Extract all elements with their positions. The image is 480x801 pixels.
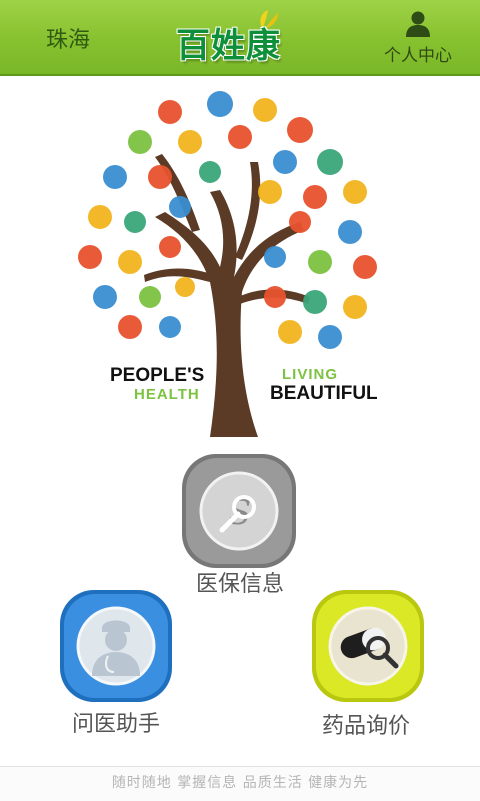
profile-button[interactable]: 个人中心: [378, 10, 458, 66]
doctor-assistant-label: 问医助手: [71, 712, 160, 737]
footer-tagline: 随时随地 掌握信息 品质生活 健康为先: [0, 766, 480, 801]
logo-text: 百姓康: [176, 26, 281, 66]
drug-price-label: 药品询价: [321, 714, 410, 739]
medical-insurance-label: 医保信息: [195, 572, 284, 597]
banner-tree-image: PEOPLE'S HEALTH LIVING BEAUTIFUL: [60, 82, 400, 442]
user-icon: [406, 11, 430, 37]
profile-label: 个人中心: [384, 46, 452, 66]
doctor-assistant-button[interactable]: [58, 588, 174, 704]
hand-prints: [78, 91, 377, 349]
app-header: 珠海 百姓康 个人中心: [0, 0, 480, 76]
city-selector[interactable]: 珠海: [46, 28, 91, 53]
drug-price-button[interactable]: [310, 588, 426, 704]
medical-insurance-search-icon: S: [182, 454, 296, 568]
slogan-health: HEALTH: [134, 386, 200, 403]
slogan-living: LIVING: [282, 366, 339, 383]
medical-insurance-button[interactable]: S: [180, 452, 298, 570]
leaf-icon: [260, 10, 278, 28]
pill-search-icon: [312, 590, 424, 702]
slogan-peoples: PEOPLE'S: [110, 365, 205, 386]
slogan-beautiful: BEAUTIFUL: [270, 383, 378, 404]
app-logo: 百姓康: [168, 6, 308, 68]
tree-illustration: [78, 91, 377, 437]
doctor-icon: [60, 590, 172, 702]
